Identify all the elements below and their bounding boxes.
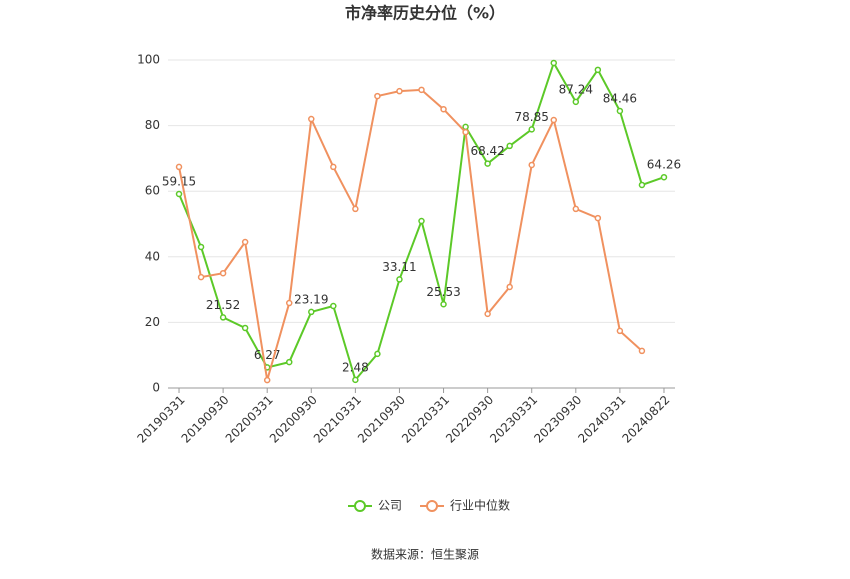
- data-point: [506, 142, 513, 150]
- data-point: [528, 126, 535, 133]
- data-point: [219, 314, 227, 321]
- data-label: 25.53: [426, 285, 460, 299]
- data-point: [638, 181, 646, 189]
- data-point: [418, 86, 425, 94]
- data-label: 68.42: [470, 144, 504, 158]
- data-point: [484, 160, 491, 167]
- data-point: [572, 205, 580, 213]
- data-label: 64.26: [647, 158, 681, 172]
- data-label: 33.11: [382, 260, 416, 274]
- data-point: [308, 308, 315, 316]
- data-point: [197, 243, 205, 251]
- y-tick-label: 20: [145, 315, 160, 329]
- data-point: [616, 107, 624, 115]
- data-label: 59.15: [162, 174, 196, 188]
- data-point: [616, 327, 624, 335]
- data-label: 2.48: [342, 360, 369, 374]
- data-point: [219, 269, 227, 277]
- source-note: 数据来源：恒生聚源: [371, 547, 479, 562]
- data-point: [550, 116, 558, 124]
- data-point: [197, 273, 205, 281]
- data-label: 87.24: [559, 82, 593, 96]
- data-point: [285, 358, 293, 366]
- data-point: [241, 324, 249, 332]
- data-point: [374, 350, 381, 358]
- chart-title: 市净率历史分位（%）: [345, 4, 505, 23]
- data-point: [330, 163, 337, 171]
- data-point: [638, 347, 646, 355]
- series-line: [178, 88, 643, 381]
- data-point: [396, 276, 403, 283]
- data-point: [175, 163, 183, 171]
- data-point: [175, 190, 183, 198]
- data-point: [396, 87, 403, 95]
- data-label: 84.46: [603, 91, 637, 105]
- y-tick-label: 100: [137, 53, 160, 67]
- data-point: [440, 105, 447, 113]
- data-point: [572, 98, 580, 106]
- data-point: [484, 310, 491, 318]
- data-point: [263, 376, 271, 384]
- y-tick-label: 40: [145, 249, 160, 263]
- data-point: [352, 205, 359, 213]
- data-label: 78.85: [515, 110, 549, 124]
- data-point: [462, 128, 469, 136]
- y-tick-label: 60: [145, 184, 160, 198]
- data-point: [462, 123, 469, 131]
- y-tick-label: 80: [145, 118, 160, 132]
- legend-label: 行业中位数: [450, 498, 510, 513]
- data-point: [308, 115, 315, 123]
- data-point: [374, 92, 381, 100]
- data-point: [352, 376, 359, 384]
- data-point: [440, 301, 447, 308]
- data-label: 21.52: [206, 298, 240, 312]
- data-point: [285, 299, 293, 307]
- data-point: [594, 66, 602, 74]
- data-point: [528, 161, 535, 169]
- y-tick-label: 0: [152, 381, 160, 395]
- data-point: [550, 59, 558, 67]
- data-point: [506, 283, 513, 291]
- data-point: [594, 214, 602, 222]
- x-tick-label: 20240822: [619, 393, 672, 446]
- data-point: [660, 173, 668, 181]
- data-point: [418, 217, 425, 225]
- legend-label: 公司: [378, 499, 402, 513]
- legend-marker: [354, 500, 366, 512]
- legend-marker: [426, 500, 439, 512]
- data-label: 23.19: [294, 292, 328, 306]
- data-point: [330, 302, 337, 310]
- data-point: [241, 238, 249, 246]
